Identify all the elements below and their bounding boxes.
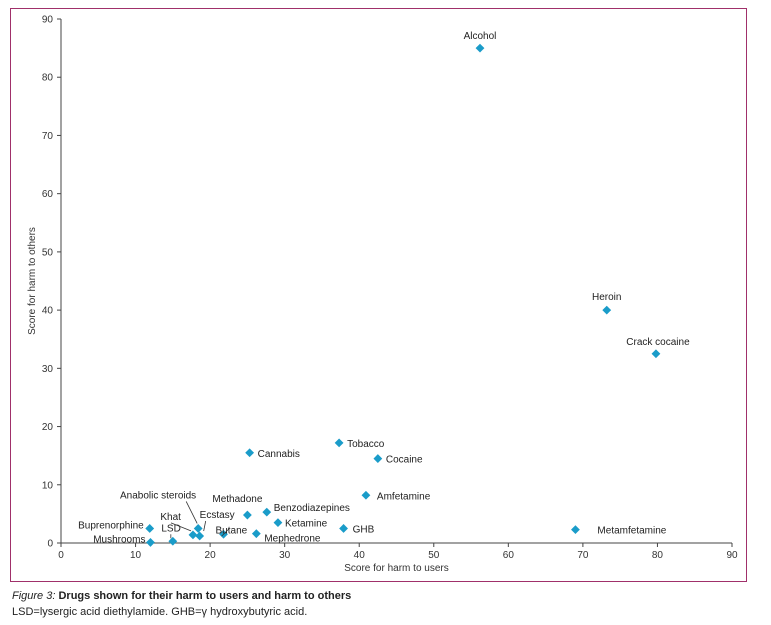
x-tick-label: 50 — [428, 550, 440, 561]
x-tick-label: 30 — [279, 550, 291, 561]
leader-line — [221, 527, 230, 537]
x-tick-label: 10 — [130, 550, 142, 561]
data-label: Benzodiazepines — [274, 503, 350, 514]
data-point — [193, 524, 203, 533]
figure-title: Drugs shown for their harm to users and … — [55, 590, 352, 602]
data-point — [602, 305, 612, 315]
x-tick-label: 60 — [503, 550, 515, 561]
x-tick-label: 0 — [58, 550, 64, 561]
data-point — [339, 524, 348, 533]
y-tick-label: 80 — [42, 73, 54, 84]
leader-line — [170, 522, 192, 532]
data-label: Butane — [216, 525, 248, 536]
data-label: Heroin — [592, 292, 621, 303]
leader-line — [203, 520, 207, 532]
data-point — [145, 524, 155, 533]
data-point — [242, 510, 252, 520]
figure-note: LSD=lysergic acid diethylamide. GHB=γ hy… — [12, 606, 308, 618]
data-point — [262, 507, 272, 517]
data-label: Khat — [160, 512, 181, 523]
axes: 0 10 20 30 40 50 60 70 80 90 0 10 20 30 40 50 60 70 80 90 Sc… — [27, 15, 738, 575]
data-label: Tobacco — [347, 439, 385, 450]
data-label: Amfetamine — [377, 491, 431, 502]
leader-line — [185, 501, 198, 524]
scatter-chart: 0 10 20 30 40 50 60 70 80 90 0 10 20 30 40 50 60 70 80 90 Sc… — [27, 15, 738, 575]
leader-lines — [170, 501, 230, 539]
data-point — [475, 43, 485, 53]
y-tick-label: 90 — [42, 15, 54, 26]
y-tick-label: 50 — [42, 247, 54, 258]
data-label: Cocaine — [386, 455, 423, 466]
data-label: Mushrooms — [93, 534, 145, 545]
data-point — [651, 349, 661, 359]
data-point — [195, 531, 205, 541]
data-label: Mephedrone — [264, 534, 321, 545]
point-labels: Alcohol Heroin Crack cocaine Metamfetamine T… — [78, 31, 690, 545]
data-label: Ketamine — [285, 519, 328, 530]
data-point — [361, 490, 371, 500]
figure-label: Figure 3: — [12, 590, 56, 602]
data-label: LSD — [161, 523, 180, 534]
data-point — [373, 454, 383, 463]
chart-frame — [10, 8, 747, 582]
x-axis-title: Score for harm to users — [344, 563, 448, 574]
data-label: GHB — [353, 524, 375, 535]
data-point — [188, 530, 198, 540]
data-label: Metamfetamine — [597, 526, 666, 537]
x-tick-label: 20 — [205, 550, 217, 561]
data-label: Buprenorphine — [78, 520, 144, 531]
y-tick-label: 20 — [42, 422, 54, 433]
x-tick-label: 80 — [652, 550, 664, 561]
data-label: Anabolic steroids — [120, 490, 196, 501]
data-point — [273, 518, 283, 528]
data-points — [145, 43, 661, 547]
x-tick-label: 40 — [354, 550, 366, 561]
data-point — [168, 536, 178, 546]
y-tick-label: 40 — [42, 306, 54, 317]
data-label: Cannabis — [258, 449, 300, 460]
figure-caption: Figure 3: Drugs shown for their harm to … — [12, 588, 752, 620]
data-point — [334, 438, 344, 448]
data-point — [146, 538, 155, 547]
x-tick-label: 70 — [577, 550, 589, 561]
y-tick-label: 10 — [42, 480, 54, 491]
y-tick-label: 60 — [42, 189, 54, 200]
y-axis-title: Score for harm to others — [27, 227, 38, 335]
y-tick-label: 0 — [47, 539, 53, 550]
data-label: Alcohol — [464, 31, 497, 42]
data-point — [251, 529, 261, 539]
y-tick-label: 70 — [42, 131, 54, 142]
data-label: Crack cocaine — [626, 337, 690, 348]
data-point — [245, 448, 255, 458]
data-label: Methadone — [212, 494, 262, 505]
y-tick-label: 30 — [42, 364, 54, 375]
data-point — [571, 525, 580, 535]
x-tick-label: 90 — [726, 550, 738, 561]
data-label: Ecstasy — [200, 510, 235, 521]
